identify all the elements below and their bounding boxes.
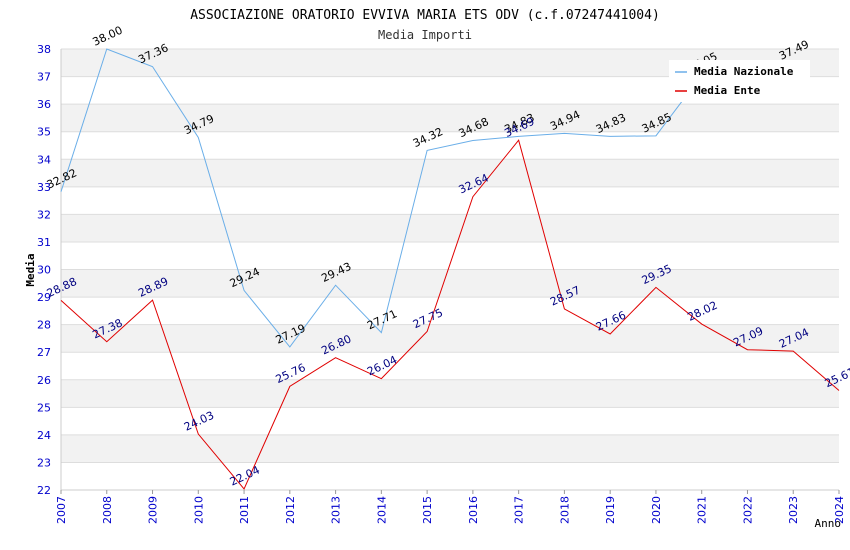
legend: Media Nazionale Media Ente <box>669 60 810 102</box>
y-tick-label: 37 <box>37 71 51 84</box>
y-tick-label: 38 <box>37 43 51 56</box>
data-label-media-ente: 26.04 <box>365 353 399 378</box>
plot-background <box>60 48 839 491</box>
data-label-media-ente: 22.04 <box>228 464 262 489</box>
grid-band <box>61 379 839 408</box>
legend-box <box>669 60 810 102</box>
data-label-media-ente: 28.02 <box>685 299 719 324</box>
y-tick-label: 34 <box>37 153 51 166</box>
x-tick-label: 2021 <box>696 496 709 524</box>
grid-band <box>61 324 839 353</box>
y-tick-label: 31 <box>37 236 51 249</box>
x-tick-label: 2011 <box>238 496 251 524</box>
x-tick-label: 2013 <box>330 496 343 524</box>
x-tick-label: 2015 <box>421 496 434 524</box>
grid-band <box>61 269 839 298</box>
y-tick-label: 35 <box>37 126 51 139</box>
grid-band <box>61 104 839 132</box>
x-axis-label: Anno <box>815 517 842 530</box>
x-tick-label: 2008 <box>101 496 114 524</box>
x-tick-label: 2024 <box>833 496 846 524</box>
y-tick-label: 27 <box>37 346 51 359</box>
chart-title: ASSOCIAZIONE ORATORIO EVVIVA MARIA ETS O… <box>190 8 660 23</box>
legend-label-media-nazionale: Media Nazionale <box>694 65 794 78</box>
x-axis: 2007 2008 2009 2010 2011 2012 2013 2014 2015 2016… <box>55 490 846 524</box>
y-tick-label: 33 <box>37 181 51 194</box>
data-label-media-ente: 24.03 <box>182 409 216 434</box>
series-line-media-nazionale <box>60 48 703 348</box>
y-tick-label: 28 <box>37 319 51 332</box>
legend-label-media-ente: Media Ente <box>694 84 761 97</box>
x-tick-label: 2009 <box>147 496 160 524</box>
x-tick-label: 2019 <box>604 496 617 524</box>
y-tick-label: 32 <box>37 208 51 221</box>
x-tick-label: 2014 <box>375 496 388 524</box>
y-tick-label: 26 <box>37 374 51 387</box>
x-tick-label: 2010 <box>192 496 205 524</box>
y-axis: 22 23 24 25 26 27 28 29 30 31 32 33 34 35 36 37 38 <box>37 43 51 497</box>
y-tick-label: 25 <box>37 401 51 414</box>
y-tick-label: 36 <box>37 98 51 111</box>
grid-band <box>61 434 839 463</box>
grid-band <box>61 159 839 187</box>
y-tick-label: 29 <box>37 291 51 304</box>
x-tick-label: 2017 <box>513 496 526 524</box>
y-tick-label: 30 <box>37 264 51 277</box>
grid-band <box>61 214 839 242</box>
series-line-media-ente <box>60 139 840 490</box>
x-tick-label: 2018 <box>558 496 571 524</box>
x-tick-label: 2012 <box>284 496 297 524</box>
x-tick-label: 2022 <box>741 496 754 524</box>
y-tick-label: 24 <box>37 429 51 442</box>
data-label-media-nazionale: 38.00 <box>91 24 125 49</box>
y-tick-label: 23 <box>37 456 51 469</box>
y-axis-label: Media <box>24 253 37 286</box>
chart-subtitle: Media Importi <box>378 28 472 42</box>
x-tick-label: 2016 <box>467 496 480 524</box>
series-lines <box>60 48 840 490</box>
x-tick-label: 2007 <box>55 496 68 524</box>
y-tick-label: 22 <box>37 484 51 497</box>
x-tick-label: 2023 <box>787 496 800 524</box>
x-tick-label: 2020 <box>650 496 663 524</box>
